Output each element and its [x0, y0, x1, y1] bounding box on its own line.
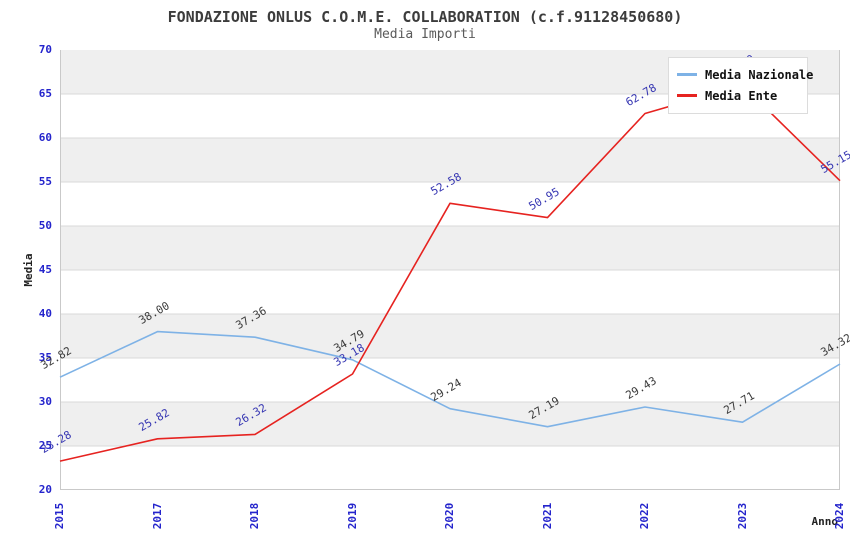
legend-item-media-nazionale: Media Nazionale: [677, 64, 813, 85]
x-tick-label-2022: 2022: [638, 502, 651, 530]
x-tick-label-2021: 2021: [540, 502, 554, 530]
y-tick-label-50: 50: [38, 219, 52, 232]
y-tick-label-30: 30: [38, 395, 52, 408]
y-tick-label-35: 35: [38, 351, 52, 364]
x-tick-label-2018: 2018: [248, 502, 261, 530]
chart-title: FONDAZIONE ONLUS C.O.M.E. COLLABORATION …: [167, 8, 683, 26]
x-tick-label-2019: 2019: [345, 502, 359, 530]
chart-subtitle: Media Importi: [374, 27, 476, 42]
y-tick-label-20: 20: [38, 483, 52, 496]
x-tick-label-2017: 2017: [150, 502, 164, 530]
y-tick-label-45: 45: [38, 263, 52, 276]
x-tick-label-2020: 2020: [443, 502, 456, 530]
legend: Media Nazionale Media Ente: [668, 57, 813, 114]
media-ente-line-swatch: [677, 94, 697, 97]
y-tick-label-55: 55: [38, 175, 52, 188]
grid-band: [61, 138, 839, 182]
media-nazionale-line-swatch: [677, 73, 697, 76]
grid-band: [61, 314, 839, 358]
legend-label-media-nazionale: Media Nazionale: [705, 67, 814, 82]
y-tick-label-40: 40: [38, 307, 52, 320]
y-tick-label-65: 65: [38, 87, 52, 100]
y-tick-label-70: 70: [38, 43, 52, 56]
legend-item-media-ente: Media Ente: [677, 85, 797, 106]
y-tick-label-25: 25: [38, 439, 52, 452]
x-tick-label-2023: 2023: [735, 502, 749, 530]
grid-band: [61, 226, 839, 270]
series-line-media-nazionale: [59, 330, 841, 428]
x-tick-label-2024: 2024: [833, 502, 846, 530]
x-axis-title: Anno: [811, 515, 839, 528]
y-tick-label-60: 60: [38, 131, 52, 144]
x-tick-label-2015: 2015: [53, 502, 66, 530]
legend-label-media-ente: Media Ente: [705, 88, 778, 103]
